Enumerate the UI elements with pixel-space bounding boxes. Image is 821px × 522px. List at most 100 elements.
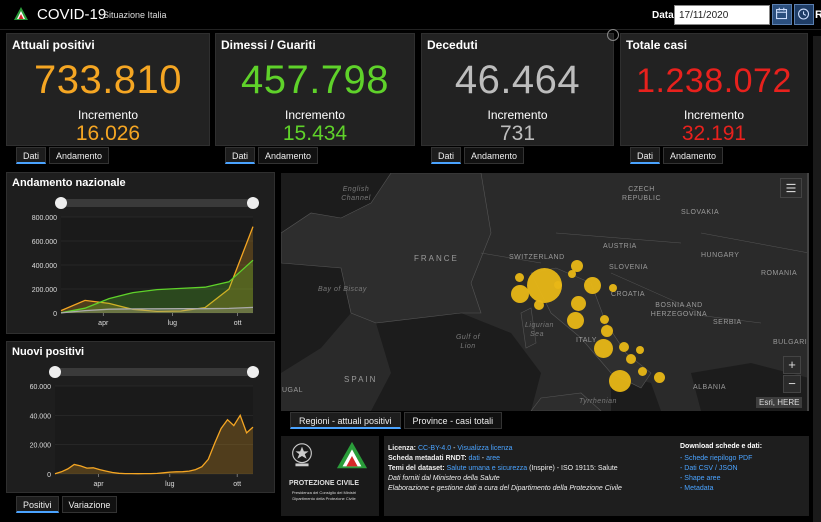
map-attribution[interactable]: Esri, HERE — [756, 397, 803, 408]
scheda-aree-link[interactable]: aree — [486, 455, 501, 462]
stat-increment-label: Incremento — [487, 108, 548, 122]
x-tick-label: lug — [168, 320, 177, 327]
tab-andamento[interactable]: Andamento — [663, 147, 724, 164]
tab-positivi[interactable]: Positivi — [16, 496, 59, 513]
range-slider-handle[interactable] — [247, 366, 259, 378]
map-label: AUSTRIA — [603, 243, 637, 250]
chart-title: Nuovi positivi — [12, 346, 85, 358]
clock-button[interactable] — [794, 4, 814, 25]
licenza-label: Licenza: — [388, 445, 417, 452]
scheda-label: Scheda metadati RNDT: — [388, 455, 467, 462]
series-line[interactable] — [60, 259, 254, 314]
date-input[interactable] — [674, 5, 770, 25]
chart-panel-andamento: Andamento nazionale 800.000 600.000 400.00… — [6, 172, 275, 334]
stat-tabs-3: Dati Andamento — [431, 147, 525, 164]
range-slider-handle[interactable] — [247, 197, 259, 209]
region-bubble[interactable] — [584, 277, 601, 294]
region-bubble[interactable] — [571, 260, 583, 272]
tab-dati[interactable]: Dati — [225, 147, 256, 164]
map-tabs: Regioni - attuali positivi Province - ca… — [290, 412, 503, 429]
map-label: ALBANIA — [693, 384, 727, 391]
region-bubble[interactable] — [594, 339, 613, 358]
map-label: ITALY — [576, 337, 597, 344]
expand-icon[interactable] — [607, 29, 619, 41]
series-line[interactable] — [60, 306, 254, 314]
region-bubble[interactable] — [567, 312, 584, 329]
map-label: FRANCE — [414, 254, 459, 263]
tab-province[interactable]: Province - casi totali — [403, 412, 503, 429]
stat-tabs-4: Dati Andamento — [630, 147, 724, 164]
range-slider-handle[interactable] — [55, 197, 67, 209]
region-bubble[interactable] — [619, 342, 629, 352]
map-label: SLOVENIA — [609, 264, 649, 271]
region-bubble[interactable] — [534, 300, 544, 310]
tab-dati[interactable]: Dati — [16, 147, 47, 164]
date-label: Data — [652, 10, 674, 21]
series-line[interactable] — [54, 413, 254, 475]
download-metadata-link[interactable]: - Metadata — [680, 485, 714, 492]
emblem-icon — [292, 443, 312, 467]
region-bubble[interactable] — [626, 354, 636, 364]
stat-increment-value: 731 — [499, 122, 536, 145]
scheda-separator: - — [479, 455, 487, 462]
region-bubble[interactable] — [568, 270, 576, 278]
region-bubble[interactable] — [609, 284, 617, 292]
map[interactable]: English Channel CZECH REPUBLIC SLOVAKIA … — [281, 173, 809, 411]
tab-regioni[interactable]: Regioni - attuali positivi — [290, 412, 401, 429]
calendar-button[interactable] — [772, 4, 792, 25]
zoom-out-button[interactable]: − — [783, 375, 801, 393]
region-bubble[interactable] — [601, 325, 613, 337]
range-slider-track[interactable] — [55, 368, 253, 376]
tab-andamento[interactable]: Andamento — [464, 147, 525, 164]
series-area — [61, 260, 253, 313]
y-tick-label: 20.000 — [30, 443, 52, 450]
download-csv-link[interactable]: - Dati CSV / JSON — [680, 465, 738, 472]
scheda-dati-link[interactable]: dati — [468, 455, 480, 462]
stat-increment-label: Incremento — [683, 108, 745, 122]
licenza-link[interactable]: Visualizza licenza — [457, 445, 513, 452]
map-label: SWITZERLAND — [509, 254, 565, 261]
zoom-in-button[interactable]: + — [783, 356, 801, 374]
scheda-line: Scheda metadati RNDT: dati - aree — [388, 455, 500, 462]
range-slider-handle[interactable] — [49, 366, 61, 378]
tab-dati[interactable]: Dati — [431, 147, 462, 164]
protezione-line1: Presidenza del Consiglio dei Ministri — [291, 490, 357, 495]
download-title: Download schede e dati: — [680, 443, 763, 450]
right-menu-label[interactable]: R — [815, 9, 821, 21]
region-bubble[interactable] — [600, 315, 609, 324]
series-line[interactable] — [60, 226, 254, 313]
x-tick-label: ott — [233, 481, 241, 488]
stat-increment-value: 16.026 — [75, 122, 141, 145]
region-bubble[interactable] — [609, 370, 631, 392]
stat-increment-label: Incremento — [284, 108, 346, 122]
region-bubble[interactable] — [571, 296, 586, 311]
top-bar: COVID-19 Situazione Italia Data R — [0, 0, 821, 30]
tab-variazione[interactable]: Variazione — [61, 496, 118, 513]
stat-increment-value: 32.191 — [681, 122, 747, 145]
x-tick-label: ott — [234, 320, 242, 327]
tab-andamento[interactable]: Andamento — [49, 147, 110, 164]
region-bubble[interactable] — [654, 372, 665, 383]
protezione-civile-logo-icon — [14, 7, 28, 20]
stat-increment-label: Incremento — [77, 108, 139, 122]
licenza-value[interactable]: CC-BY-4.0 — [417, 445, 452, 452]
tab-dati[interactable]: Dati — [630, 147, 661, 164]
region-bubble[interactable] — [554, 281, 562, 289]
region-bubble[interactable] — [511, 285, 529, 303]
map-label: SERBIA — [713, 319, 742, 326]
region-bubble[interactable] — [515, 273, 524, 282]
app-title: COVID-19 — [37, 6, 107, 23]
map-label: UGAL — [282, 387, 304, 394]
range-slider-track[interactable] — [61, 199, 253, 207]
list-icon — [786, 183, 796, 193]
temi-link[interactable]: Salute umana e sicurezza — [446, 465, 528, 472]
protezione-title: PROTEZIONE CIVILE — [289, 480, 360, 487]
stat-title: Attuali positivi — [12, 38, 95, 52]
download-shape-link[interactable]: - Shape aree — [680, 475, 721, 482]
download-pdf-link[interactable]: - Schede riepilogo PDF — [680, 455, 753, 462]
tab-andamento[interactable]: Andamento — [258, 147, 319, 164]
region-bubble[interactable] — [636, 346, 644, 354]
legend-button[interactable] — [780, 178, 802, 198]
region-bubble[interactable] — [638, 367, 647, 376]
